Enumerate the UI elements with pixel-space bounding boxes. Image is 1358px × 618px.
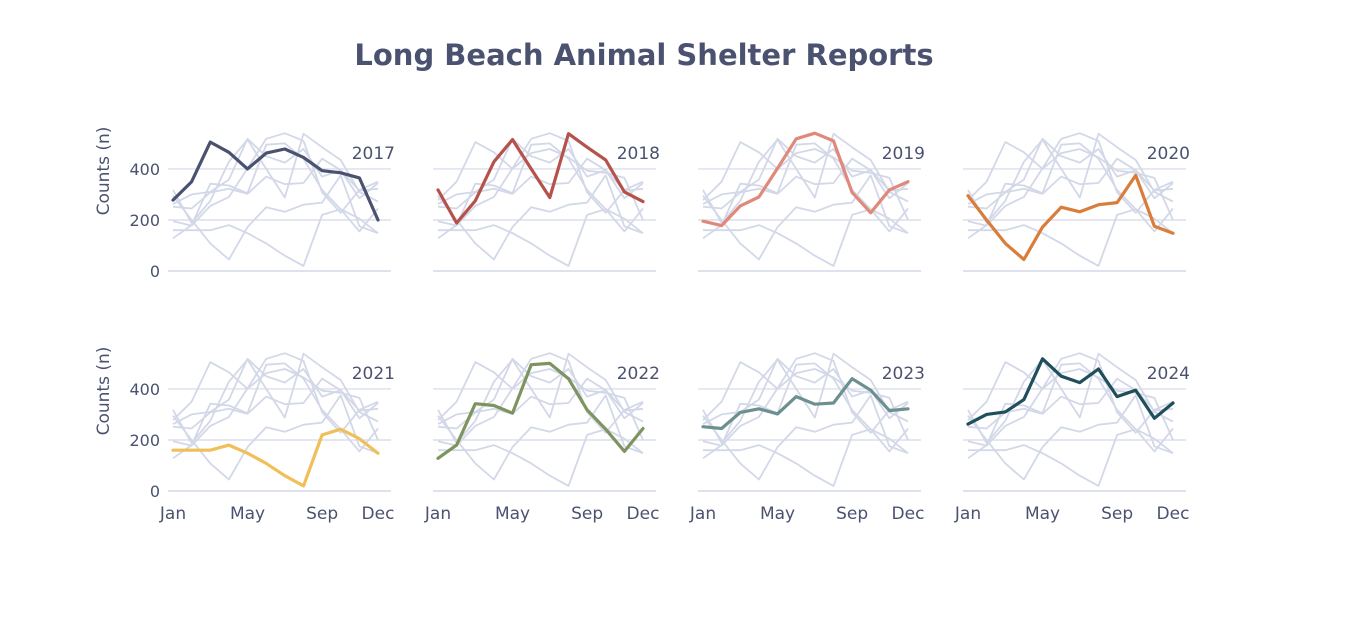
x-tick-label: May: [230, 504, 265, 524]
background-line-2022: [967, 362, 1174, 460]
background-line-2020: [172, 174, 379, 261]
x-tick-label: Sep: [836, 504, 868, 524]
background-line-2021: [173, 208, 379, 267]
background-line-2018: [172, 132, 379, 224]
background-line-2024: [172, 357, 379, 425]
x-tick-label: Dec: [627, 504, 660, 524]
background-line-2024: [702, 137, 909, 205]
background-line-2019: [967, 352, 1174, 447]
panel-2023: 2023 Jan May Sep Dec: [689, 352, 925, 524]
x-tick-label: Sep: [306, 504, 338, 524]
x-tick-label: Dec: [362, 504, 395, 524]
x-tick-label: Dec: [1157, 504, 1190, 524]
y-tick-label: 0: [150, 482, 160, 501]
highlight-line-2018: [436, 132, 645, 225]
panel-2017: 2017 0 200 400 Counts (n): [94, 127, 395, 281]
y-tick-label: 400: [129, 160, 160, 179]
background-line-2020: [702, 394, 909, 481]
panel-2024: 2024 Jan May Sep Dec: [954, 352, 1190, 524]
panel-2019: 2019: [698, 131, 925, 272]
y-tick-label: 400: [129, 380, 160, 399]
x-tick-label: Sep: [1101, 504, 1133, 524]
background-line-2022: [172, 142, 379, 240]
background-line-2022: [702, 362, 909, 460]
background-line-2018: [967, 132, 1174, 224]
panel-2018: 2018: [433, 132, 660, 272]
background-line-2019: [437, 352, 644, 447]
background-line-2022: [437, 142, 644, 240]
background-line-2019: [967, 132, 1174, 227]
background-line-2021: [438, 208, 644, 267]
background-line-2019: [172, 132, 379, 227]
highlight-line-2023: [701, 377, 910, 431]
background-line-2024: [967, 137, 1174, 205]
panel-2022: 2022 Jan May Sep Dec: [424, 352, 660, 524]
x-tick-label: Jan: [689, 504, 716, 524]
highlight-line-2020: [966, 173, 1175, 262]
y-tick-label: 200: [129, 211, 160, 230]
panel-label: 2018: [617, 144, 660, 164]
background-line-2018: [702, 352, 909, 444]
background-line-2018: [437, 352, 644, 444]
background-line-2024: [437, 137, 644, 205]
panel-label: 2024: [1147, 364, 1190, 384]
panel-label: 2023: [882, 364, 925, 384]
background-line-2020: [437, 394, 644, 481]
background-line-2018: [172, 352, 379, 444]
background-line-2019: [172, 352, 379, 447]
x-tick-label: May: [495, 504, 530, 524]
background-line-2021: [968, 208, 1174, 267]
panel-2020: 2020: [963, 132, 1190, 272]
highlight-line-2024: [966, 357, 1175, 426]
x-tick-label: Jan: [424, 504, 451, 524]
background-line-2020: [437, 174, 644, 261]
highlight-line-2022: [436, 361, 645, 460]
panel-label: 2017: [352, 144, 395, 164]
panel-label: 2021: [352, 364, 395, 384]
background-line-2020: [702, 174, 909, 261]
background-line-2019: [437, 132, 644, 227]
background-line-2018: [702, 132, 909, 224]
x-tick-label: May: [760, 504, 795, 524]
x-tick-label: Sep: [571, 504, 603, 524]
panel-label: 2020: [1147, 144, 1190, 164]
x-tick-label: Jan: [159, 504, 186, 524]
y-tick-label: 0: [150, 262, 160, 281]
highlight-line-2021: [171, 427, 380, 488]
panel-label: 2019: [882, 144, 925, 164]
background-line-2022: [967, 142, 1174, 240]
y-axis-label: Counts (n): [94, 127, 114, 216]
background-line-2021: [968, 428, 1174, 487]
panel-label: 2022: [617, 364, 660, 384]
x-tick-label: Dec: [892, 504, 925, 524]
y-axis-label: Counts (n): [94, 347, 114, 436]
y-tick-label: 200: [129, 431, 160, 450]
panel-2021: 2021 0 200 400 Counts (n) Jan May Sep Dec: [94, 347, 395, 524]
background-line-2021: [703, 428, 909, 487]
x-tick-label: May: [1025, 504, 1060, 524]
x-tick-label: Jan: [954, 504, 981, 524]
highlight-line-2019: [701, 131, 910, 228]
background-line-2020: [967, 394, 1174, 481]
chart-title: Long Beach Animal Shelter Reports: [354, 38, 934, 72]
background-line-2022: [702, 142, 909, 240]
background-line-2020: [172, 394, 379, 481]
highlight-line-2017: [171, 140, 380, 222]
background-line-2022: [172, 362, 379, 460]
background-line-2019: [702, 352, 909, 447]
background-line-2018: [967, 352, 1174, 444]
